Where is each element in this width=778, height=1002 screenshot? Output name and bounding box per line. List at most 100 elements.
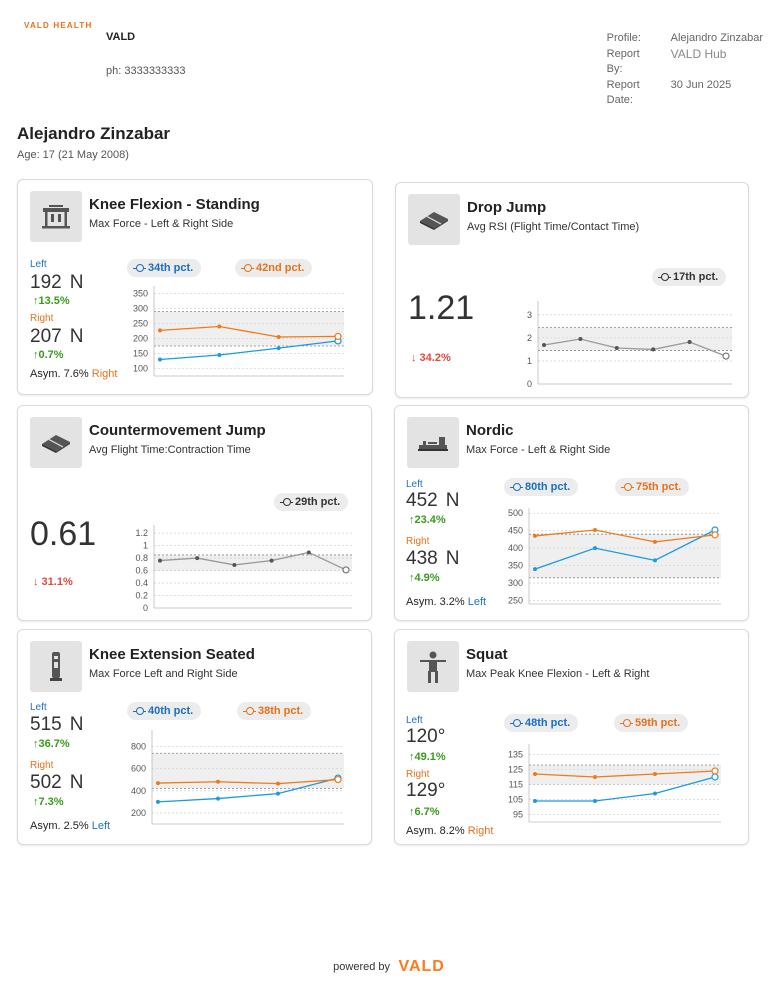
left-series-line [157, 777, 339, 803]
knee-extension-device-icon [30, 641, 82, 692]
meta-report-date-value: 30 Jun 2025 [670, 78, 732, 91]
right-change: ↑7.3% [33, 796, 64, 808]
left-percentile-badge: 80th pct. [504, 478, 579, 496]
metric-value: 1.21 [408, 289, 475, 327]
left-label: Left [406, 715, 423, 726]
right-value: 438 N [406, 548, 460, 569]
card-subtitle: Avg RSI (Flight Time/Contact Time) [467, 221, 640, 233]
squat-chart: 95 105 115 125 135 [508, 744, 721, 823]
left-series-line [535, 776, 716, 802]
left-label: Left [30, 702, 47, 713]
card-title: Drop Jump [467, 199, 547, 216]
series-line [159, 551, 347, 571]
y-tick-label: 95 [513, 810, 523, 820]
report-meta: Profile: Alejandro Zinzabar Report By: V… [607, 31, 763, 109]
right-data-point [334, 775, 342, 784]
right-percentile-badge: 75th pct. [615, 478, 690, 496]
left-series-line [159, 340, 339, 361]
card-drop-jump[interactable]: Drop Jump Avg RSI (Flight Time/Contact T… [395, 182, 749, 398]
right-data-point [533, 772, 537, 776]
right-label: Right [406, 536, 430, 547]
report-header: VALD HEALTH VALD ph: 3333333333 Profile:… [0, 0, 778, 120]
data-point [542, 343, 546, 348]
left-label: Left [30, 259, 47, 270]
series-line [543, 338, 727, 357]
knee-flexion-machine-icon [30, 191, 82, 242]
organization-name: VALD [106, 31, 136, 43]
right-data-point [711, 531, 719, 539]
card-subtitle: Max Force Left and Right Side [89, 668, 238, 680]
y-tick-label: 0.2 [135, 591, 148, 601]
right-value: 502 N [30, 772, 84, 793]
card-title: Squat [466, 646, 508, 663]
right-percentile-badge: 42nd pct. [235, 259, 313, 277]
meta-profile: Profile: Alejandro Zinzabar [607, 31, 763, 47]
meta-profile-label: Profile: [606, 32, 641, 44]
y-tick-label: 350 [508, 561, 523, 571]
card-knee-flexion[interactable]: Knee Flexion - Standing Max Force - Left… [17, 179, 373, 395]
y-tick-label: 250 [133, 319, 148, 329]
left-data-point [653, 558, 657, 563]
y-tick-label: 250 [508, 596, 523, 606]
jump-plate-icon [408, 194, 460, 245]
data-point [687, 340, 692, 345]
normal-range-band [538, 327, 732, 351]
y-tick-label: 0.6 [135, 566, 148, 576]
y-tick-label: 100 [133, 364, 148, 374]
right-series-line [534, 770, 716, 778]
y-tick-label: 1.2 [135, 528, 148, 538]
card-nordic[interactable]: Nordic Max Force - Left & Right Side 80t… [394, 405, 749, 621]
meta-report-date: Report Date: 30 Jun 2025 [607, 78, 763, 109]
y-tick-label: 2 [527, 333, 532, 343]
left-data-point [533, 567, 537, 572]
right-change: ↑4.9% [409, 572, 440, 584]
card-knee-extension[interactable]: Knee Extension Seated Max Force Left and… [17, 629, 372, 845]
nordic-chart: 250 300 350 400 450 500 [508, 508, 721, 606]
data-point [306, 550, 311, 555]
right-change: ↑0.7% [33, 349, 64, 361]
y-tick-label: 0 [143, 603, 148, 613]
y-tick-label: 350 [133, 289, 148, 299]
left-data-point [593, 799, 597, 803]
data-point [651, 347, 656, 352]
data-point [342, 566, 350, 574]
right-data-point [216, 779, 220, 784]
card-countermovement-jump[interactable]: Countermovement Jump Avg Flight Time:Con… [17, 405, 372, 621]
drop-jump-chart: 0 1 2 3 [527, 301, 732, 389]
y-tick-label: 115 [509, 780, 523, 790]
y-tick-label: 300 [508, 578, 523, 588]
meta-report-by-label: Report By: [606, 47, 640, 76]
y-tick-label: 500 [508, 508, 523, 518]
data-point [722, 352, 730, 360]
right-data-point [653, 772, 657, 776]
left-value: 120° [406, 726, 446, 747]
right-percentile-badge: 38th pct. [237, 702, 312, 720]
jump-plate-icon [30, 417, 82, 468]
vald-health-logo: VALD HEALTH [24, 21, 93, 30]
card-title: Countermovement Jump [89, 422, 266, 439]
left-change: ↑13.5% [33, 295, 70, 307]
y-tick-label: 3 [527, 310, 532, 320]
y-tick-label: 300 [133, 304, 148, 314]
left-data-point [533, 799, 537, 803]
y-tick-label: 800 [131, 742, 146, 752]
squat-figure-icon [407, 641, 459, 692]
right-series-line [159, 325, 339, 338]
metric-change: ↓ 34.2% [411, 352, 451, 364]
left-data-point [276, 791, 280, 796]
meta-report-by: Report By: VALD Hub [607, 47, 763, 78]
card-title: Knee Flexion - Standing [89, 196, 260, 213]
left-label: Left [406, 479, 423, 490]
left-data-point [156, 799, 160, 804]
y-tick-label: 105 [508, 795, 523, 805]
card-subtitle: Avg Flight Time:Contraction Time [89, 444, 251, 456]
y-tick-label: 400 [131, 786, 146, 796]
data-point [158, 558, 162, 563]
data-point [232, 562, 237, 567]
meta-profile-value: Alejandro Zinzabar [670, 32, 763, 44]
left-value: 192 N [30, 272, 84, 293]
right-data-point [158, 328, 162, 333]
asymmetry: Asym. 8.2% Right [406, 825, 494, 837]
right-series-line [534, 529, 716, 543]
card-squat[interactable]: Squat Max Peak Knee Flexion - Left & Rig… [394, 629, 749, 845]
